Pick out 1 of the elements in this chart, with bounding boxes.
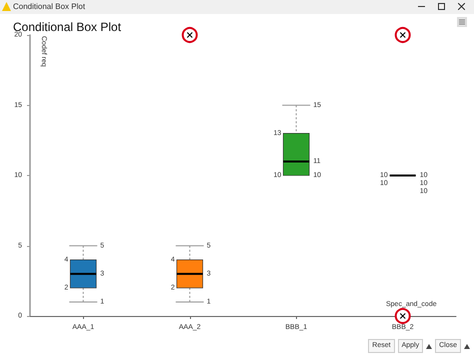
text: Conditional Box Plot [13,2,86,11]
